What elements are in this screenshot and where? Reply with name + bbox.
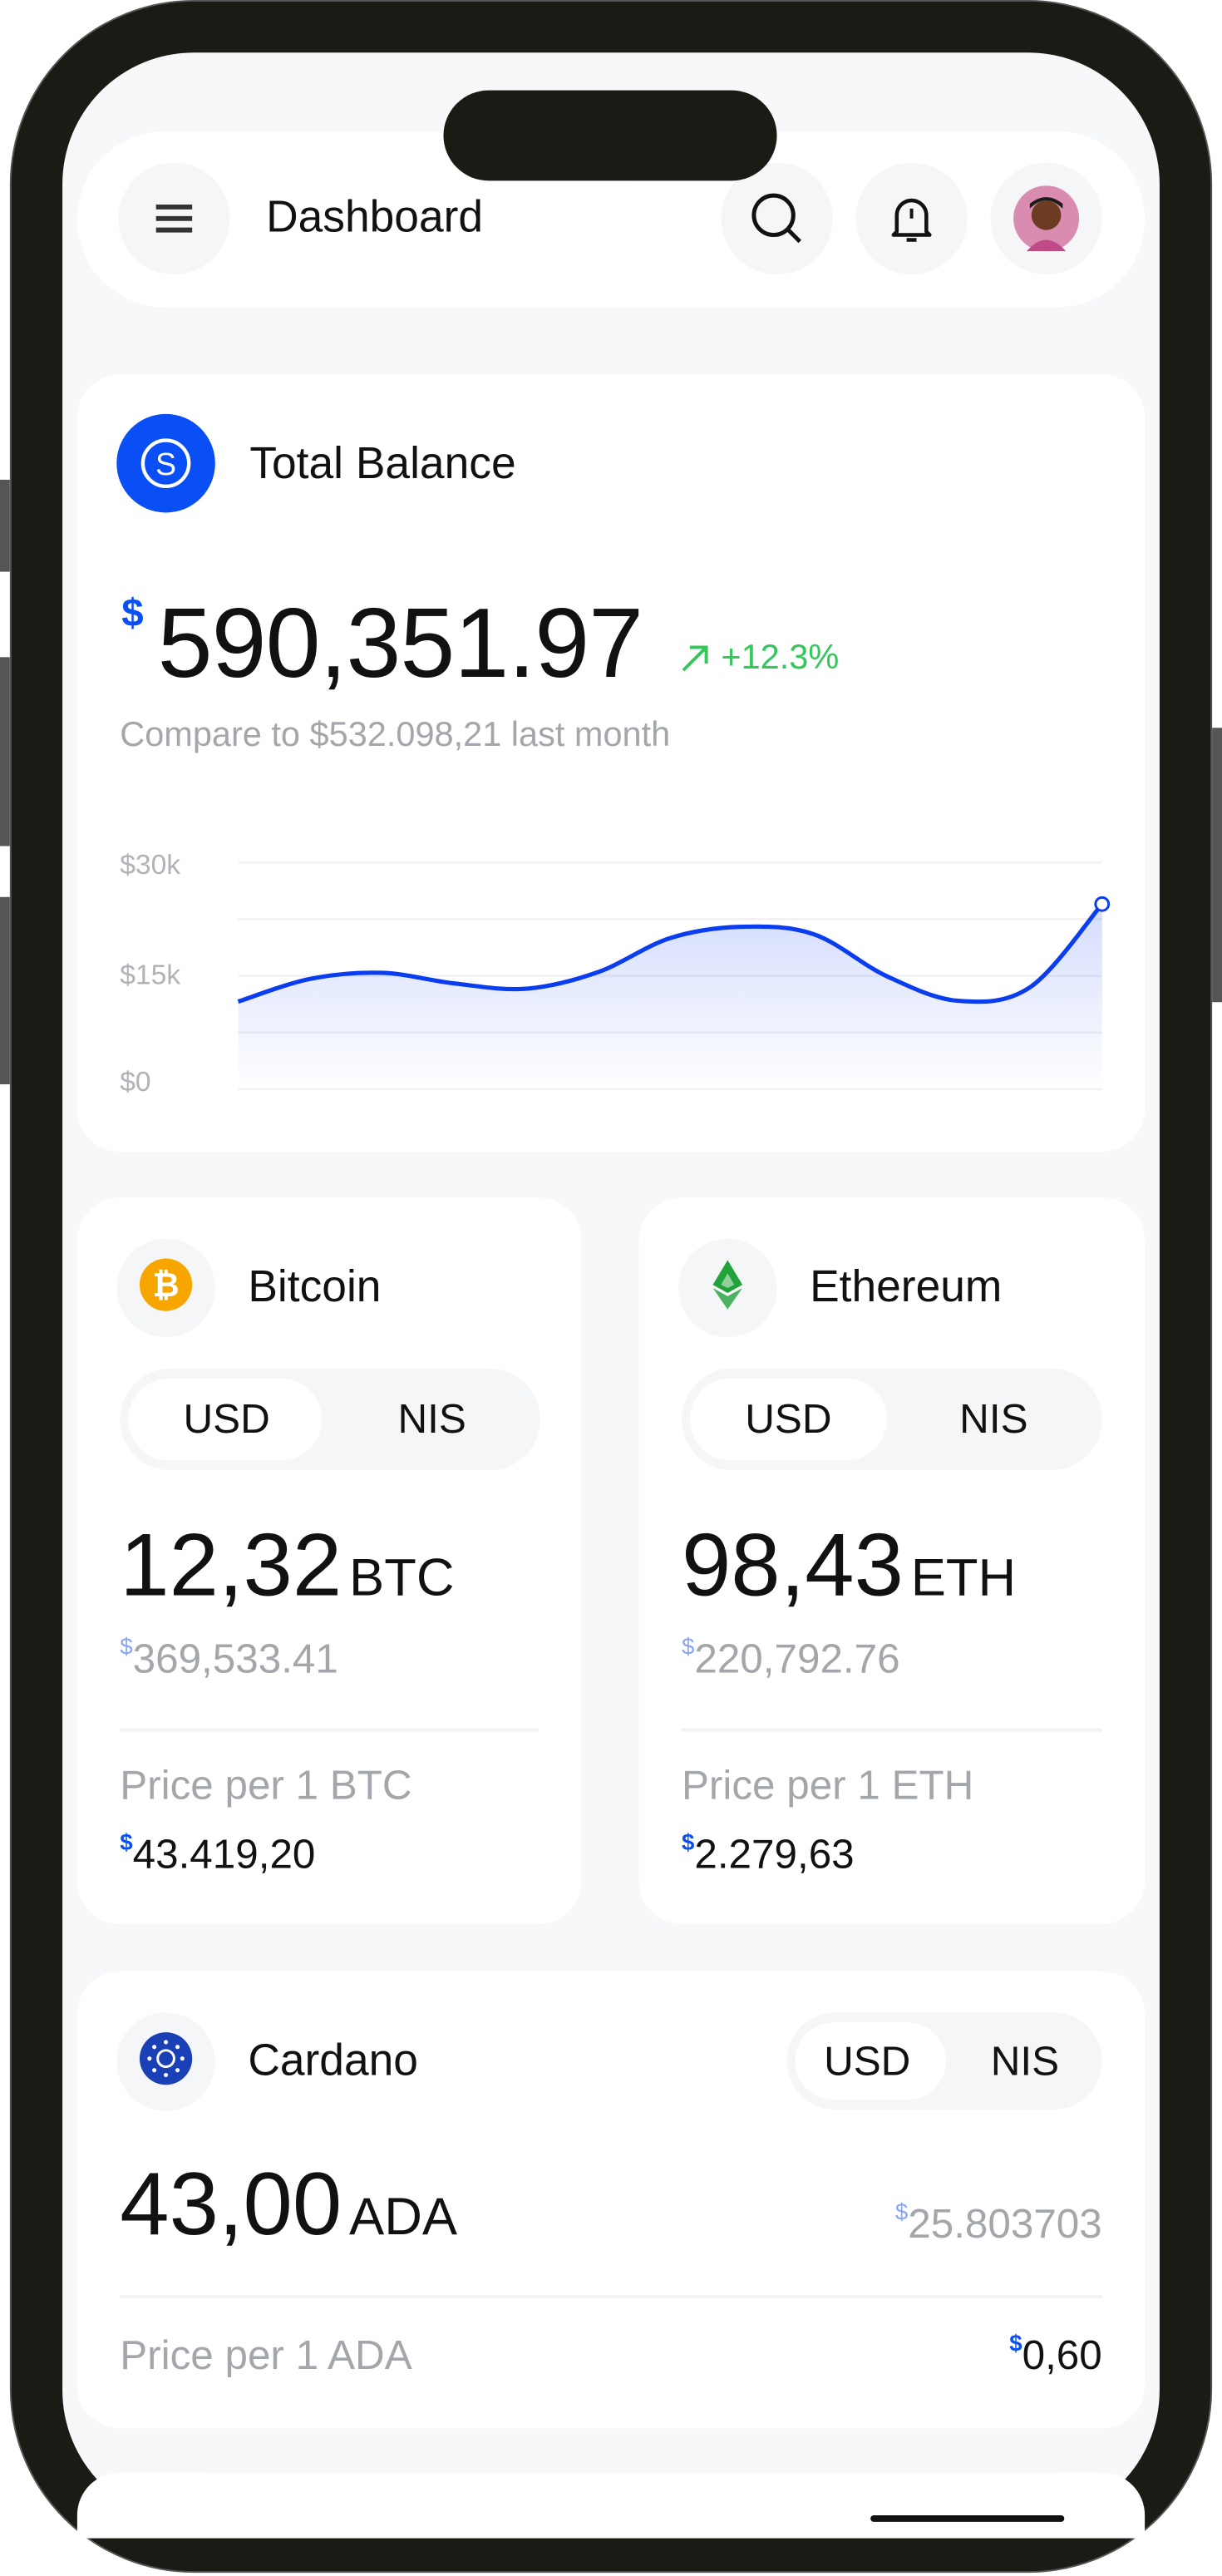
bell-icon — [891, 198, 932, 242]
coin-amount: 12,32 — [120, 1516, 342, 1616]
price-label: Price per 1 ADA — [120, 2332, 412, 2379]
coin-name: Ethereum — [810, 1261, 1003, 1311]
toggle-option-nis[interactable]: NIS — [990, 2037, 1060, 2085]
price-value: $43.419,20 — [120, 1828, 316, 1878]
dollar-coin-icon: S — [140, 438, 191, 489]
balance-change-value: +12.3% — [721, 639, 840, 678]
coin-unit: ADA — [349, 2186, 458, 2246]
coin-unit: BTC — [349, 1547, 455, 1607]
coin-usd-value: $25.803703 — [894, 2198, 1102, 2248]
cardano-icon — [138, 2030, 194, 2094]
currency-toggle-selected — [689, 1378, 887, 1461]
balance-compare: Compare to $532.098,21 last month — [120, 716, 671, 754]
action-button — [0, 479, 10, 572]
balance-chart — [237, 861, 1111, 1091]
coin-holding: 43,00 ADA — [120, 2154, 457, 2255]
svg-text:S: S — [155, 447, 176, 481]
area-fill — [238, 904, 1102, 1089]
bitcoin-icon: ₿ — [138, 1256, 194, 1320]
notifications-button[interactable] — [855, 162, 968, 274]
y-tick-label: $0 — [120, 1066, 151, 1098]
last-point-marker[interactable] — [1094, 896, 1111, 912]
toggle-option-nis[interactable]: NIS — [959, 1396, 1028, 1443]
page-title: Dashboard — [266, 192, 484, 242]
menu-button[interactable] — [118, 162, 230, 274]
balance-change: +12.3% — [678, 639, 839, 679]
home-indicator — [870, 2514, 1065, 2522]
toggle-option-usd[interactable]: USD — [745, 1396, 832, 1443]
coin-holding: 12,32 BTC — [120, 1515, 454, 1616]
coin-name: Cardano — [248, 2036, 418, 2085]
series-line — [237, 902, 1104, 1004]
svg-text:₿: ₿ — [152, 1266, 179, 1303]
volume-down-button — [0, 896, 10, 1085]
currency-toggle-selected — [128, 1378, 323, 1461]
toggle-option-nis[interactable]: NIS — [397, 1396, 466, 1443]
next-card — [76, 2472, 1146, 2539]
dynamic-island — [443, 90, 777, 181]
search-button[interactable] — [721, 162, 833, 274]
coin-amount: 43,00 — [120, 2155, 342, 2254]
coin-amount: 98,43 — [681, 1516, 904, 1616]
balance-icon-badge: S — [116, 413, 215, 513]
avatar — [1013, 185, 1080, 252]
volume-up-button — [0, 657, 10, 846]
price-label: Price per 1 BTC — [120, 1763, 412, 1809]
coin-icon-badge — [678, 1238, 777, 1338]
currency-toggle-selected — [795, 2022, 947, 2100]
arrow-up-right-icon — [682, 645, 708, 672]
power-button — [1212, 728, 1222, 1003]
ethereum-icon — [700, 1256, 756, 1320]
toggle-option-usd[interactable]: USD — [824, 2037, 911, 2085]
coin-usd-value: $369,533.41 — [120, 1632, 338, 1683]
coin-name: Bitcoin — [248, 1261, 382, 1311]
coin-icon-badge: ₿ — [116, 1238, 215, 1338]
coin-unit: ETH — [910, 1547, 1017, 1607]
hamburger-icon — [155, 204, 193, 233]
toggle-option-usd[interactable]: USD — [183, 1396, 270, 1443]
price-value: $0,60 — [1009, 2329, 1102, 2379]
coin-holding: 98,43 ETH — [682, 1515, 1016, 1616]
divider — [120, 2295, 1102, 2299]
divider — [120, 1728, 540, 1732]
balance-amount: 590,351.97 — [157, 588, 643, 698]
profile-button[interactable] — [990, 162, 1102, 274]
balance-title: Total Balance — [249, 438, 516, 488]
search-icon — [751, 193, 801, 244]
divider — [681, 1728, 1102, 1732]
y-tick-label: $30k — [120, 849, 181, 881]
y-tick-label: $15k — [120, 959, 181, 991]
price-value: $2.279,63 — [681, 1828, 855, 1878]
balance-currency: $ — [121, 591, 144, 636]
price-label: Price per 1 ETH — [681, 1763, 974, 1809]
coin-icon-badge — [116, 2012, 215, 2111]
coin-usd-value: $220,792.76 — [681, 1632, 900, 1683]
